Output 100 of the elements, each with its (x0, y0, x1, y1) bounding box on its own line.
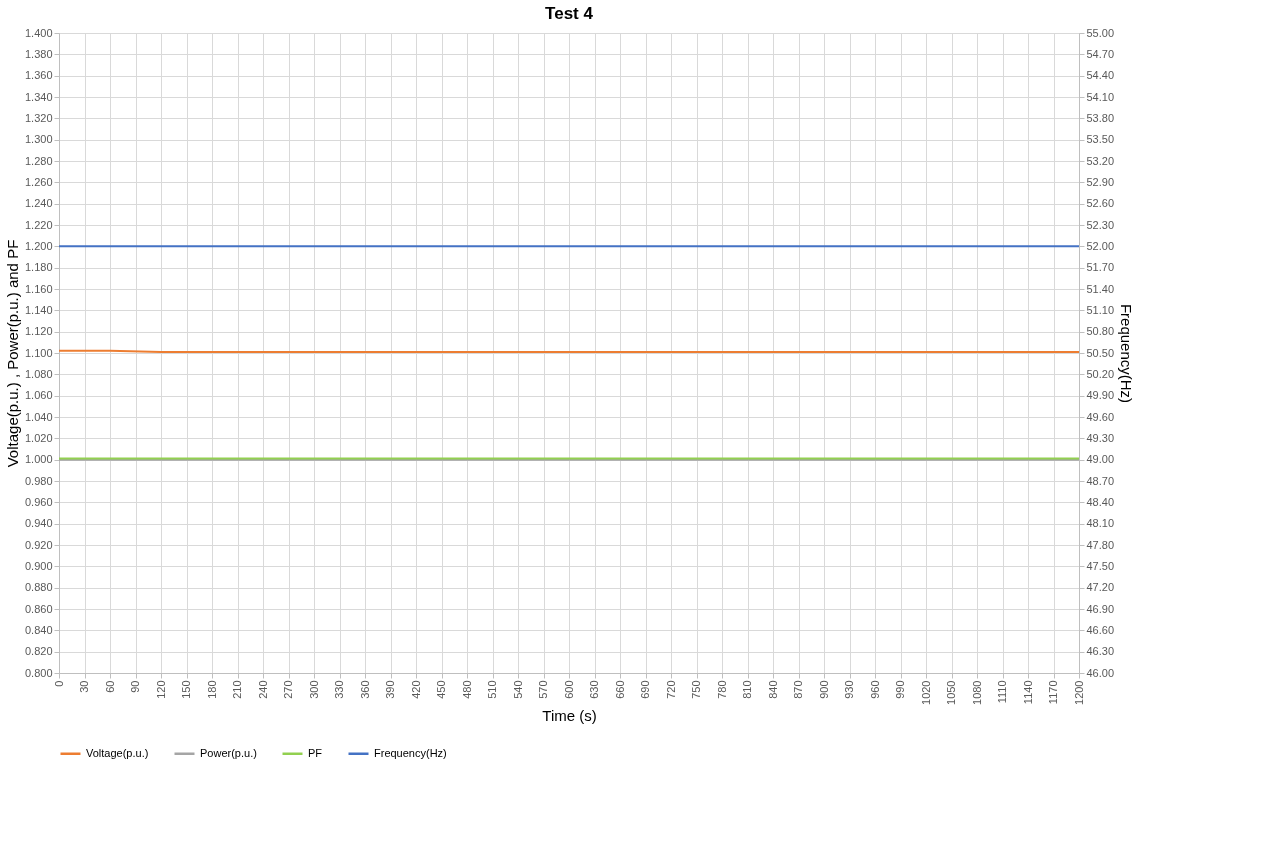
x-tick-label: 1140 (1021, 680, 1034, 705)
x-tick-label: 840 (766, 680, 779, 699)
x-tick-label: 990 (894, 680, 906, 699)
x-tick-label: 720 (664, 680, 677, 699)
y-tick-label: 0.900 (24, 559, 53, 572)
x-tick-label: 630 (588, 680, 600, 699)
y-tick-label: 1.200 (24, 239, 53, 252)
x-tick-label: 900 (817, 680, 830, 699)
y-tick-label: 1.380 (24, 47, 53, 60)
y-tick-label: 0.980 (24, 474, 53, 487)
x-tick-label: 1050 (945, 680, 957, 705)
y2-axis-title: Frequency(Hz) (1118, 303, 1136, 404)
x-tick-label: 300 (307, 680, 320, 699)
y2-tick-label: 47.50 (1086, 559, 1115, 572)
legend-label: PF (308, 746, 323, 759)
x-tick-label: 0 (52, 680, 65, 687)
y-tick-label: 0.860 (24, 602, 53, 615)
y-tick-label: 1.040 (24, 410, 53, 423)
x-tick-label: 150 (180, 680, 192, 699)
y-tick-label: 1.280 (24, 154, 53, 167)
y2-tick-label: 48.10 (1086, 517, 1115, 530)
y-tick-label: 1.080 (24, 367, 53, 380)
y2-tick-label: 46.60 (1086, 623, 1115, 636)
y2-tick-label: 49.00 (1086, 453, 1115, 466)
x-axis-title: Time (s) (542, 706, 597, 724)
x-tick-label: 780 (715, 680, 728, 699)
y2-tick-label: 55.00 (1086, 26, 1115, 39)
y2-tick-label: 49.60 (1086, 410, 1115, 423)
y2-tick-label: 53.80 (1086, 111, 1115, 124)
x-tick-label: 660 (613, 680, 626, 699)
y2-tick-label: 52.60 (1086, 197, 1115, 210)
y-tick-label: 1.320 (24, 111, 53, 124)
y-tick-label: 0.920 (24, 538, 53, 551)
x-tick-label: 600 (562, 680, 575, 699)
y2-tick-label: 49.90 (1086, 389, 1115, 402)
x-tick-label: 810 (741, 680, 753, 699)
y-tick-label: 1.120 (24, 325, 53, 338)
y2-tick-label: 54.70 (1086, 47, 1115, 60)
y-tick-label: 0.800 (24, 666, 53, 679)
y-tick-label: 1.060 (24, 389, 53, 402)
y2-tick-label: 51.70 (1086, 261, 1115, 274)
y2-tick-label: 49.30 (1086, 431, 1115, 444)
y2-tick-label: 50.80 (1086, 325, 1115, 338)
y-tick-label: 1.220 (24, 218, 53, 231)
x-tick-label: 1110 (996, 680, 1008, 704)
y2-tick-label: 46.90 (1086, 602, 1115, 615)
y2-tick-label: 47.80 (1086, 538, 1115, 551)
x-tick-label: 1170 (1047, 680, 1059, 705)
y-tick-label: 0.840 (24, 623, 53, 636)
x-tick-label: 240 (256, 680, 269, 699)
x-tick-label: 360 (358, 680, 371, 699)
x-tick-label: 1080 (970, 680, 983, 705)
x-tick-label: 90 (129, 680, 141, 693)
y2-tick-label: 51.10 (1086, 303, 1115, 316)
x-tick-label: 450 (435, 680, 447, 699)
x-tick-label: 750 (690, 680, 702, 699)
y-axis-title: Voltage(p.u.) , Power(p.u.) and PF (3, 239, 21, 468)
x-tick-label: 870 (792, 680, 804, 699)
y-tick-label: 1.180 (24, 261, 53, 274)
y-tick-label: 1.020 (24, 431, 53, 444)
x-tick-label: 120 (154, 680, 167, 699)
y2-tick-label: 54.10 (1086, 90, 1115, 103)
x-tick-label: 1020 (919, 680, 932, 705)
x-tick-label: 60 (103, 680, 116, 693)
legend-label: Voltage(p.u.) (86, 746, 149, 759)
x-tick-label: 1200 (1072, 680, 1085, 705)
y2-tick-label: 51.40 (1086, 282, 1115, 295)
x-tick-label: 540 (511, 680, 524, 699)
y-tick-label: 1.260 (24, 175, 53, 188)
x-tick-label: 690 (639, 680, 651, 699)
y-tick-label: 1.160 (24, 282, 53, 295)
y-tick-label: 1.340 (24, 90, 53, 103)
y-tick-label: 1.400 (24, 26, 53, 39)
y2-tick-label: 54.40 (1086, 69, 1115, 82)
y2-tick-label: 52.90 (1086, 175, 1115, 188)
y2-tick-label: 48.70 (1086, 474, 1115, 487)
y2-tick-label: 52.30 (1086, 218, 1115, 231)
y-tick-label: 0.880 (24, 581, 53, 594)
y-tick-label: 0.940 (24, 517, 53, 530)
y-tick-label: 1.360 (24, 69, 53, 82)
x-tick-label: 30 (78, 680, 90, 693)
y-tick-label: 0.960 (24, 495, 53, 508)
y-tick-label: 1.300 (24, 133, 53, 146)
x-tick-label: 510 (486, 680, 498, 699)
x-tick-label: 930 (843, 680, 855, 699)
x-tick-label: 180 (205, 680, 218, 699)
y2-tick-label: 46.00 (1086, 666, 1115, 679)
x-tick-label: 390 (384, 680, 396, 699)
x-tick-label: 570 (537, 680, 549, 699)
y2-tick-label: 50.20 (1086, 367, 1115, 380)
y2-tick-label: 50.50 (1086, 346, 1115, 359)
legend-label: Frequency(Hz) (374, 746, 447, 759)
y2-tick-label: 53.20 (1086, 154, 1115, 167)
y-tick-label: 1.140 (24, 303, 53, 316)
x-tick-label: 420 (409, 680, 422, 699)
x-tick-label: 480 (460, 680, 473, 699)
y-tick-label: 0.820 (24, 645, 53, 658)
y2-tick-label: 52.00 (1086, 239, 1115, 252)
y-tick-label: 1.000 (24, 453, 53, 466)
y2-tick-label: 48.40 (1086, 495, 1115, 508)
